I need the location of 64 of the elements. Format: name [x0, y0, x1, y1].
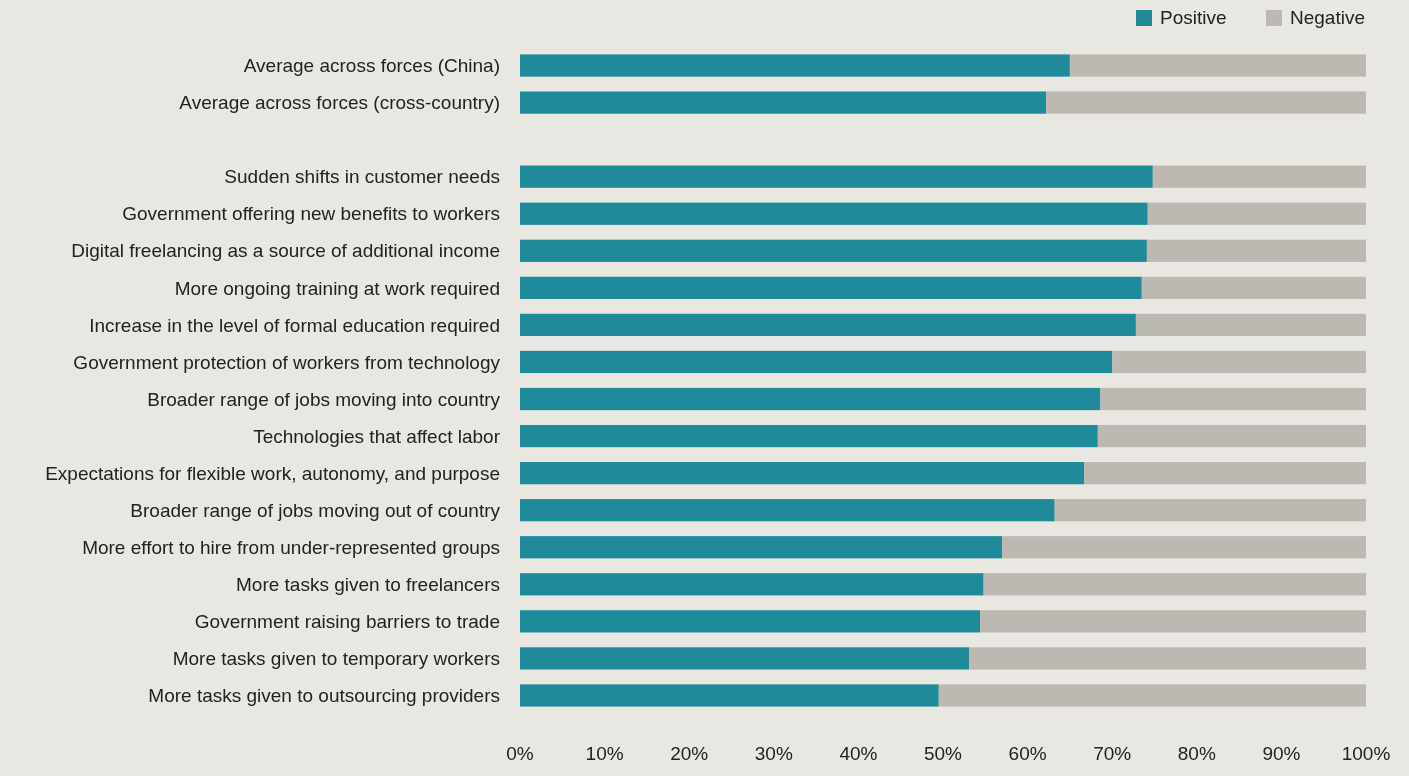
x-tick-label: 60% — [1008, 743, 1047, 764]
bar — [520, 462, 1085, 485]
x-tick-label: 30% — [754, 743, 793, 764]
x-tick-label: 10% — [585, 743, 624, 764]
y-tick-label: Sudden shifts in customer needs — [224, 166, 500, 188]
bar — [938, 684, 1366, 707]
y-tick-label: Broader range of jobs moving out of country — [130, 499, 501, 521]
legend-label: Positive — [1160, 7, 1227, 28]
y-tick-label: Digital freelancing as a source of additional income — [71, 240, 500, 262]
bar — [1146, 239, 1366, 262]
y-tick-label: More ongoing training at work required — [174, 277, 500, 299]
bar — [520, 313, 1136, 337]
bar — [1100, 387, 1366, 411]
y-tick-label: Technologies that affect labor — [253, 425, 501, 447]
bar — [1112, 350, 1366, 374]
x-tick-label: 0% — [506, 743, 534, 764]
bar — [1046, 91, 1366, 114]
bar — [520, 499, 1055, 522]
x-tick-label: 100% — [1341, 743, 1391, 764]
bar — [980, 610, 1366, 633]
y-tick-label: More effort to hire from under-represented groups — [82, 536, 500, 558]
bar — [520, 424, 1098, 448]
bar — [1147, 202, 1366, 225]
bar — [983, 573, 1366, 596]
bar — [520, 165, 1153, 188]
x-tick-label: 90% — [1262, 743, 1301, 764]
bar — [1135, 313, 1366, 337]
bar — [520, 350, 1113, 374]
bar — [520, 276, 1142, 299]
bar — [520, 647, 970, 670]
bar — [1141, 276, 1366, 299]
x-tick-label: 70% — [1093, 743, 1132, 764]
bar — [1084, 462, 1366, 485]
bar — [1152, 165, 1366, 188]
bar — [520, 387, 1101, 411]
y-tick-label: Increase in the level of formal education required — [89, 314, 500, 336]
x-tick-label: 50% — [923, 743, 963, 764]
x-tick-label: 20% — [670, 743, 709, 764]
bar — [1054, 499, 1366, 522]
y-tick-label: More tasks given to temporary workers — [172, 648, 500, 670]
bar — [1069, 54, 1366, 77]
legend-label: Negative — [1290, 7, 1365, 28]
bar — [1002, 536, 1366, 559]
bar — [520, 54, 1070, 77]
bar — [520, 573, 984, 596]
y-tick-label: Government raising barriers to trade — [194, 611, 500, 633]
y-tick-label: Government offering new benefits to workers — [122, 203, 500, 225]
y-tick-label: Average across forces (China) — [243, 55, 500, 77]
y-tick-label: More tasks given to outsourcing providers — [148, 685, 500, 707]
y-tick-label: Broader range of jobs moving into country — [147, 388, 501, 410]
y-tick-label: Average across forces (cross-country) — [179, 92, 500, 114]
bar — [520, 536, 1003, 559]
bar — [520, 239, 1147, 262]
x-tick-label: 40% — [839, 743, 878, 764]
bar — [520, 91, 1047, 114]
bar — [969, 647, 1366, 670]
bar — [520, 202, 1148, 225]
bar — [520, 610, 981, 633]
bar — [1097, 424, 1366, 448]
y-tick-label: More tasks given to freelancers — [235, 573, 500, 595]
y-tick-label: Expectations for flexible work, autonomy, and purpose — [45, 462, 500, 484]
x-tick-label: 80% — [1177, 743, 1216, 764]
y-tick-label: Government protection of workers from technology — [73, 351, 501, 373]
bar — [520, 684, 939, 707]
